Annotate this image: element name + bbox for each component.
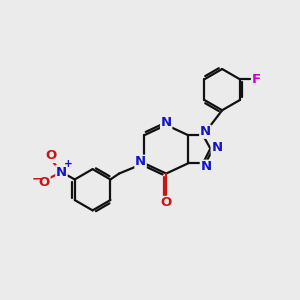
Text: O: O	[39, 176, 50, 190]
Text: N: N	[200, 160, 211, 173]
Text: O: O	[160, 196, 172, 209]
Text: N: N	[211, 141, 222, 154]
Text: N: N	[56, 166, 67, 178]
Text: N: N	[135, 155, 146, 168]
Text: N: N	[200, 125, 211, 138]
Text: N: N	[160, 116, 172, 128]
Text: +: +	[64, 159, 72, 169]
Text: F: F	[252, 73, 261, 86]
Text: O: O	[46, 149, 57, 162]
Text: −: −	[31, 172, 42, 185]
